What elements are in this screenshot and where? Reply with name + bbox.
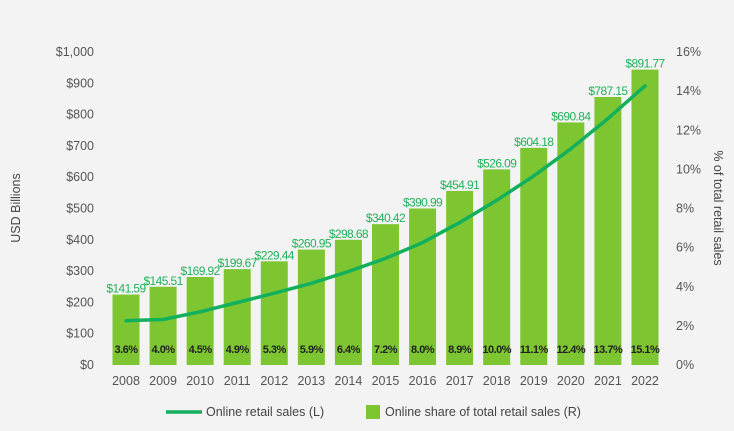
bar: [557, 122, 585, 365]
sales-value-label: $454.91: [440, 178, 480, 192]
bar: [520, 147, 548, 365]
bar: [409, 208, 437, 365]
bar-value-label: 4.9%: [226, 344, 250, 356]
x-tick: 2018: [483, 374, 511, 388]
y-tick-right: 6%: [676, 241, 694, 255]
bar-value-label: 4.0%: [152, 344, 176, 356]
bar: [334, 239, 362, 365]
y-tick-right: 8%: [676, 202, 694, 216]
y-tick-right: 2%: [676, 319, 694, 333]
bar-value-label: 10.0%: [482, 344, 511, 356]
x-tick: 2011: [224, 374, 251, 388]
bar-value-label: 7.2%: [374, 344, 398, 356]
sales-value-label: $340.42: [366, 211, 406, 225]
y-tick-right: 0%: [676, 358, 694, 372]
x-tick: 2009: [149, 374, 177, 388]
x-tick: 2020: [557, 374, 585, 388]
legend-label-line: Online retail sales (L): [206, 405, 324, 419]
x-tick: 2022: [631, 374, 659, 388]
y-tick-left: $400: [66, 233, 94, 247]
bar-value-label: 4.5%: [189, 344, 213, 356]
y-tick-right: 12%: [676, 123, 701, 137]
sales-value-label: $390.99: [403, 196, 443, 210]
legend-label-bar: Online share of total retail sales (R): [385, 405, 581, 419]
bar: [112, 294, 140, 365]
bar: [631, 69, 659, 365]
legend: Online retail sales (L) Online share of …: [166, 405, 581, 419]
bar-value-label: 11.1%: [520, 344, 549, 356]
sales-value-label: $690.84: [551, 109, 591, 123]
sales-value-label: $891.77: [625, 57, 665, 71]
x-tick: 2016: [409, 374, 437, 388]
bar-value-label: 3.6%: [114, 344, 138, 356]
bar: [446, 190, 474, 365]
y-tick-left: $0: [80, 358, 94, 372]
x-tick: 2021: [594, 374, 622, 388]
y-tick-left: $900: [66, 76, 94, 90]
sales-value-label: $141.59: [106, 282, 146, 296]
bar: [260, 261, 288, 365]
y-tick-left: $300: [66, 264, 94, 278]
bar-value-label: 12.4%: [556, 344, 585, 356]
bar: [371, 224, 399, 365]
x-tick: 2013: [297, 374, 325, 388]
bar-value-label: 5.3%: [263, 344, 287, 356]
y-tick-right: 14%: [676, 84, 701, 98]
y-tick-left: $800: [66, 108, 94, 122]
x-tick: 2017: [446, 374, 474, 388]
bar: [186, 276, 214, 365]
sales-value-label: $145.51: [143, 274, 183, 288]
y-tick-right: 16%: [676, 45, 701, 59]
y-tick-right: 10%: [676, 162, 701, 176]
sales-value-label: $229.44: [255, 248, 295, 262]
online-retail-sales-line: [124, 84, 647, 323]
bar-value-label: 6.4%: [337, 344, 361, 356]
x-tick: 2019: [520, 374, 548, 388]
bar-value-label: 13.7%: [594, 344, 623, 356]
y-tick-left: $200: [66, 295, 94, 309]
y-tick-left: $600: [66, 170, 94, 184]
x-tick: 2012: [260, 374, 288, 388]
y-tick-left: $100: [66, 327, 94, 341]
sales-value-label: $298.68: [329, 227, 369, 241]
bar: [223, 269, 251, 365]
sales-value-label: $604.18: [514, 135, 554, 149]
sales-value-label: $199.67: [218, 256, 258, 270]
bar: [297, 249, 325, 365]
y-tick-left: $500: [66, 202, 94, 216]
bar: [594, 96, 622, 366]
y-axis-left-title: USD Billions: [9, 173, 23, 242]
sales-value-label: $787.15: [588, 84, 628, 98]
sales-value-label: $260.95: [292, 237, 332, 251]
bar-value-label: 8.0%: [411, 344, 435, 356]
y-tick-left: $1,000: [56, 45, 94, 59]
bar-value-label: 15.1%: [631, 344, 660, 356]
y-tick-right: 4%: [676, 280, 694, 294]
x-tick: 2010: [186, 374, 214, 388]
sales-value-label: $526.09: [477, 156, 517, 170]
y-axis-right-title: % of total retail sales: [711, 150, 725, 265]
legend-bar-swatch: [366, 405, 380, 419]
bar-value-label: 8.9%: [448, 344, 472, 356]
bar: [149, 286, 177, 365]
sales-value-label: $169.92: [181, 264, 221, 278]
x-tick: 2008: [112, 374, 140, 388]
bar-value-label: 5.9%: [300, 344, 324, 356]
y-tick-left: $700: [66, 139, 94, 153]
x-tick: 2014: [335, 374, 363, 388]
x-tick: 2015: [372, 374, 400, 388]
